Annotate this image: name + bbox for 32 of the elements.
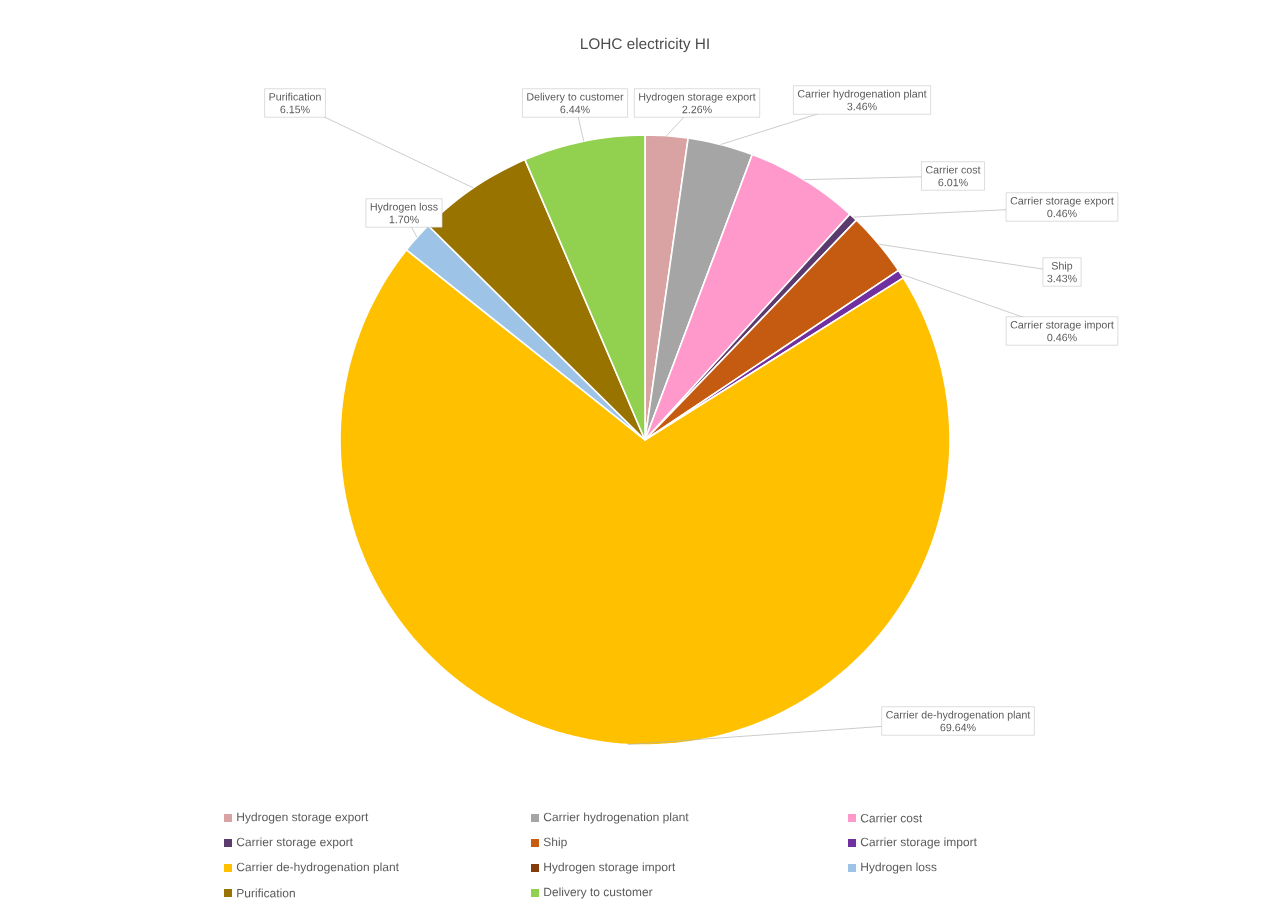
legend-label: Carrier cost: [860, 813, 923, 823]
slice-label: Carrier cost: [925, 165, 981, 174]
slice-label: Carrier storage export: [1010, 196, 1114, 207]
data-label: 6.01%: [938, 178, 968, 187]
slice-label: Hydrogen loss: [370, 202, 438, 213]
data-label: 3.43%: [1047, 274, 1077, 283]
legend-label: Carrier de-hydrogenation plant: [236, 862, 399, 874]
data-label: 2.26%: [682, 105, 712, 114]
data-label: 6.44%: [560, 105, 590, 114]
data-label: 0.46%: [1047, 209, 1077, 218]
chart-title: LOHC electricity HI: [581, 37, 709, 53]
slice-label: Delivery to customer: [527, 92, 624, 103]
slice-label: Carrier hydrogenation plant: [797, 89, 927, 100]
slice-label: Carrier storage import: [1010, 320, 1114, 331]
data-label: 1.70%: [389, 215, 419, 224]
legend-label: Carrier storage export: [236, 837, 353, 849]
legend-label: Hydrogen storage import: [544, 862, 676, 874]
legend-label: Carrier storage import: [860, 837, 977, 849]
slice-label: Carrier de-hydrogenation plant: [886, 710, 1031, 721]
data-label: 0.46%: [1047, 333, 1077, 342]
legend-label: Delivery to customer: [544, 887, 653, 899]
data-label: 6.15%: [280, 105, 310, 114]
data-label: 3.46%: [847, 102, 877, 111]
legend-label: Purification: [237, 888, 295, 898]
slice-label: Purification: [269, 92, 321, 101]
legend-label: Carrier hydrogenation plant: [543, 812, 689, 824]
slice-label: Hydrogen storage export: [639, 92, 756, 103]
data-label: 69.64%: [940, 723, 976, 732]
legend-label: Hydrogen loss: [861, 862, 937, 874]
legend-label: Hydrogen storage export: [237, 812, 369, 824]
legend-label: Ship: [543, 837, 567, 849]
slice-label: Ship: [1051, 261, 1073, 272]
